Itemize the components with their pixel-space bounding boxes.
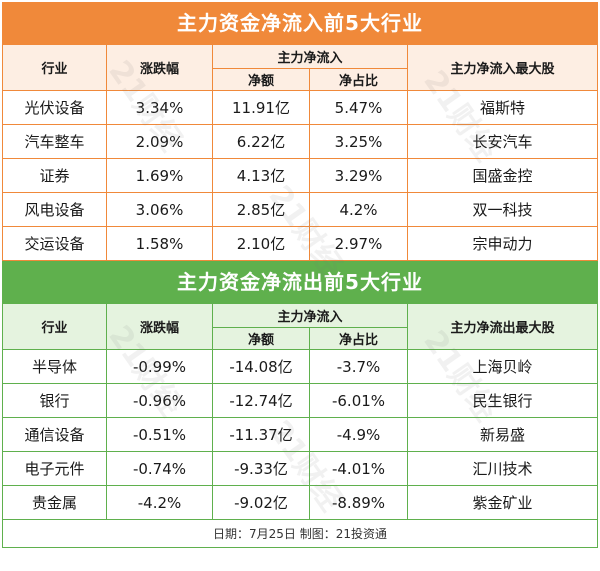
outflow-table: 行业 涨跌幅 主力净流入 主力净流出最大股 净额 净占比 半导体 -0.99% … — [2, 303, 598, 520]
ratio-cell: -3.7% — [308, 349, 409, 384]
ratio-cell: 2.97% — [308, 226, 409, 261]
change-cell: 1.69% — [106, 158, 213, 193]
stock-cell: 国盛金控 — [407, 158, 598, 193]
industry-cell: 交运设备 — [2, 226, 107, 261]
industry-cell: 风电设备 — [2, 192, 107, 227]
ratio-cell: 3.25% — [308, 124, 409, 159]
stock-cell: 汇川技术 — [407, 451, 598, 486]
stock-cell: 紫金矿业 — [407, 485, 598, 520]
inflow-header-top-stock: 主力净流入最大股 — [407, 44, 598, 91]
ratio-cell: 5.47% — [308, 90, 409, 125]
outflow-section: 主力资金净流出前5大行业 行业 涨跌幅 主力净流入 主力净流出最大股 净额 净占… — [2, 261, 598, 548]
table-row: 证券 1.69% 4.13亿 3.29% 国盛金控 — [2, 158, 598, 193]
industry-cell: 贵金属 — [2, 485, 107, 520]
table-row: 通信设备 -0.51% -11.37亿 -4.9% 新易盛 — [2, 417, 598, 452]
stock-cell: 福斯特 — [407, 90, 598, 125]
table-row: 交运设备 1.58% 2.10亿 2.97% 宗申动力 — [2, 226, 598, 261]
table-row: 电子元件 -0.74% -9.33亿 -4.01% 汇川技术 — [2, 451, 598, 486]
stock-cell: 长安汽车 — [407, 124, 598, 159]
table-row: 光伏设备 3.34% 11.91亿 5.47% 福斯特 — [2, 90, 598, 125]
amount-cell: -9.33亿 — [212, 451, 310, 486]
stock-cell: 民生银行 — [407, 383, 598, 418]
change-cell: 1.58% — [106, 226, 213, 261]
ratio-cell: -8.89% — [308, 485, 409, 520]
stock-cell: 宗申动力 — [407, 226, 598, 261]
table-row: 半导体 -0.99% -14.08亿 -3.7% 上海贝岭 — [2, 349, 598, 384]
inflow-header-amount: 净额 — [212, 68, 310, 91]
amount-cell: -12.74亿 — [212, 383, 310, 418]
outflow-header-change: 涨跌幅 — [106, 303, 213, 350]
industry-cell: 汽车整车 — [2, 124, 107, 159]
industry-cell: 半导体 — [2, 349, 107, 384]
amount-cell: 6.22亿 — [212, 124, 310, 159]
change-cell: 3.34% — [106, 90, 213, 125]
table-row: 贵金属 -4.2% -9.02亿 -8.89% 紫金矿业 — [2, 485, 598, 520]
footer-credit: 日期：7月25日 制图：21投资通 — [2, 520, 598, 548]
industry-cell: 光伏设备 — [2, 90, 107, 125]
outflow-header-ratio: 净占比 — [308, 327, 409, 350]
industry-cell: 银行 — [2, 383, 107, 418]
amount-cell: -11.37亿 — [212, 417, 310, 452]
table-row: 银行 -0.96% -12.74亿 -6.01% 民生银行 — [2, 383, 598, 418]
table-row: 汽车整车 2.09% 6.22亿 3.25% 长安汽车 — [2, 124, 598, 159]
amount-cell: -9.02亿 — [212, 485, 310, 520]
industry-cell: 证券 — [2, 158, 107, 193]
amount-cell: 4.13亿 — [212, 158, 310, 193]
outflow-header-group: 主力净流入 — [211, 303, 409, 328]
ratio-cell: 4.2% — [308, 192, 409, 227]
change-cell: -0.99% — [106, 349, 213, 384]
amount-cell: 11.91亿 — [212, 90, 310, 125]
ratio-cell: -4.9% — [308, 417, 409, 452]
stock-cell: 新易盛 — [407, 417, 598, 452]
change-cell: -0.74% — [106, 451, 213, 486]
change-cell: 3.06% — [106, 192, 213, 227]
inflow-header-ratio: 净占比 — [308, 68, 409, 91]
stock-cell: 上海贝岭 — [407, 349, 598, 384]
amount-cell: -14.08亿 — [212, 349, 310, 384]
industry-cell: 电子元件 — [2, 451, 107, 486]
change-cell: -4.2% — [106, 485, 213, 520]
change-cell: -0.51% — [106, 417, 213, 452]
amount-cell: 2.85亿 — [212, 192, 310, 227]
industry-cell: 通信设备 — [2, 417, 107, 452]
outflow-title: 主力资金净流出前5大行业 — [2, 261, 598, 303]
ratio-cell: -6.01% — [308, 383, 409, 418]
inflow-header-change: 涨跌幅 — [106, 44, 213, 91]
outflow-header-top-stock: 主力净流出最大股 — [407, 303, 598, 350]
stock-cell: 双一科技 — [407, 192, 598, 227]
amount-cell: 2.10亿 — [212, 226, 310, 261]
table-row: 风电设备 3.06% 2.85亿 4.2% 双一科技 — [2, 192, 598, 227]
inflow-header-industry: 行业 — [2, 44, 107, 91]
change-cell: 2.09% — [106, 124, 213, 159]
ratio-cell: -4.01% — [308, 451, 409, 486]
outflow-header-amount: 净额 — [212, 327, 310, 350]
inflow-table: 行业 涨跌幅 主力净流入 主力净流入最大股 净额 净占比 光伏设备 3.34% … — [2, 44, 598, 261]
inflow-section: 主力资金净流入前5大行业 行业 涨跌幅 主力净流入 主力净流入最大股 净额 净占… — [2, 2, 598, 261]
change-cell: -0.96% — [106, 383, 213, 418]
outflow-header-industry: 行业 — [2, 303, 107, 350]
inflow-title: 主力资金净流入前5大行业 — [2, 2, 598, 44]
ratio-cell: 3.29% — [308, 158, 409, 193]
inflow-header-group: 主力净流入 — [211, 44, 409, 69]
